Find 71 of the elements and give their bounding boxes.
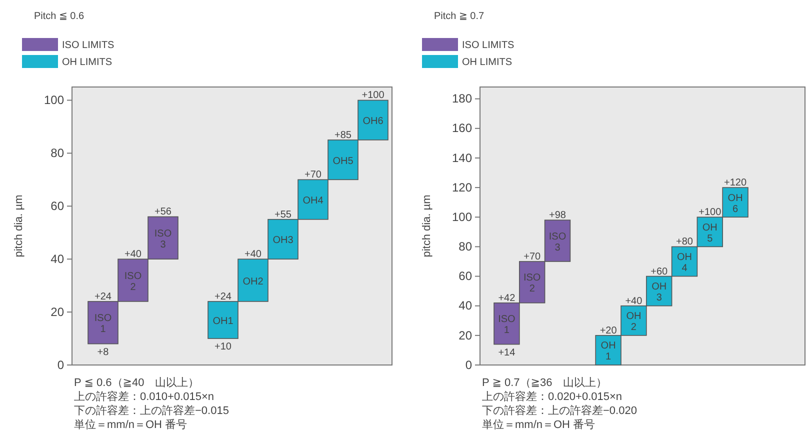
annotation: +100 [362,90,385,102]
text: 下の許容差：上の許容差−0.015 [74,404,229,417]
category-label: OH 6 [728,192,743,215]
y-tick-label: 0 [57,358,64,372]
annotation: +70 [304,170,322,181]
category-label: ISO 1 [94,313,112,336]
annotation: +24 [94,291,112,302]
y-tick-label: 160 [452,121,472,136]
y-tick-label: 20 [458,328,472,342]
y-axis-title: pitch dia. µm [421,194,433,258]
annotation: +70 [524,251,542,262]
y-tick-label: 100 [44,93,64,108]
category-label: ISO 3 [154,228,172,250]
category-label: ISO 2 [523,272,541,295]
annotation: +24 [214,291,232,302]
category-label: OH 1 [600,340,616,363]
legend-label: OH LIMITS [462,57,512,68]
annotation: +120 [724,178,747,189]
y-tick-label: 20 [50,304,64,319]
y-tick-label: 80 [50,146,64,160]
y-tick-label: 0 [465,358,472,372]
category-label: OH1 [212,316,234,327]
annotation: +56 [154,206,172,218]
y-tick-label: 60 [50,198,64,213]
chart-title: Pitch ≦ 0.6 [34,11,85,22]
category-label: OH3 [272,235,294,246]
annotation: +40 [625,296,643,307]
annotation: +60 [650,266,668,278]
annotation: +85 [334,130,352,141]
chart-title: Pitch ≧ 0.7 [434,11,485,22]
legend-label: ISO LIMITS [62,40,115,51]
text: 単位＝mm/n＝OH 番号 [482,418,596,431]
y-tick-label: 40 [50,252,64,266]
text: 上の許容差：0.020+0.015×n [482,390,622,403]
y-tick-label: 100 [452,210,472,224]
category-label: OH 4 [677,252,692,274]
category-label: ISO 2 [124,270,142,293]
y-tick-label: 140 [452,150,472,165]
annotation: +14 [498,347,516,358]
y-tick-label: 180 [452,92,472,106]
y-tick-label: 40 [458,298,472,313]
category-label: OH 3 [652,282,667,304]
category-label: OH6 [362,116,384,128]
legend-label: OH LIMITS [62,57,112,68]
text: P ≧ 0.7（≧36 山以上） [482,376,608,389]
annotation: +80 [676,236,694,248]
annotation: +20 [600,325,618,336]
category-label: OH2 [242,276,264,288]
y-tick-label: 80 [458,240,472,254]
category-label: OH 5 [702,222,718,244]
text: 単位＝mm/n＝OH 番号 [74,418,188,431]
y-axis-title: pitch dia. µm [13,194,25,258]
y-tick-label: 120 [452,180,472,194]
category-label: OH5 [332,156,354,167]
annotation: +55 [274,209,292,220]
annotation: +40 [124,249,142,260]
annotation: +42 [498,292,516,304]
category-label: ISO 1 [498,314,516,336]
legend-label: ISO LIMITS [462,40,515,51]
category-label: OH 2 [626,311,642,334]
text: 下の許容差：上の許容差−0.020 [482,404,637,417]
category-label: ISO 3 [548,231,566,254]
annotation: +8 [97,346,110,358]
category-label: OH4 [302,196,324,207]
text: 上の許容差：0.010+0.015×n [74,390,214,403]
text: P ≦ 0.6（≧40 山以上） [74,376,200,389]
annotation: +40 [244,249,262,260]
annotation: +10 [214,342,232,353]
annotation: +100 [698,207,722,218]
annotation: +98 [549,210,566,222]
y-tick-label: 60 [458,269,472,284]
